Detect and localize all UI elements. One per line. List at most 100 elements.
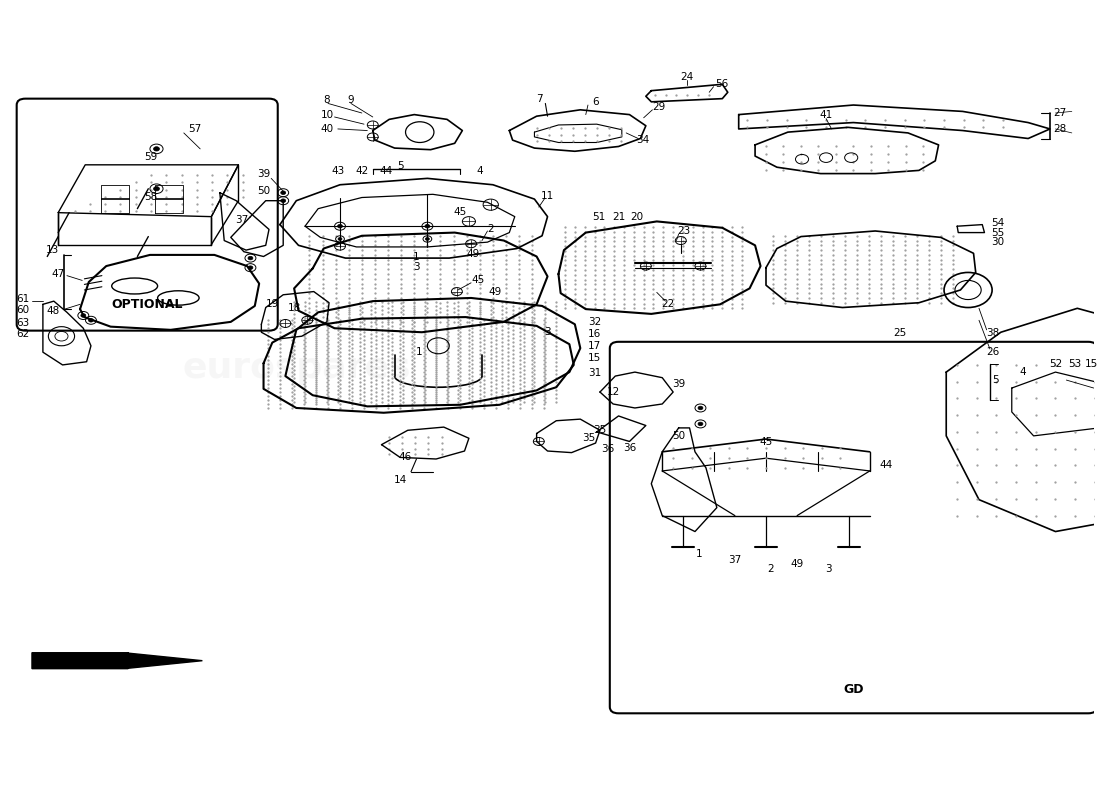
Text: 39: 39: [672, 379, 685, 389]
Text: 49: 49: [791, 559, 804, 569]
Text: 3: 3: [414, 262, 420, 272]
Text: 32: 32: [587, 317, 601, 327]
Circle shape: [81, 314, 86, 318]
FancyBboxPatch shape: [609, 342, 1097, 714]
Text: 23: 23: [678, 226, 691, 236]
Text: 45: 45: [453, 207, 466, 217]
Text: 56: 56: [716, 79, 729, 90]
Text: 30: 30: [991, 237, 1004, 247]
Polygon shape: [32, 653, 202, 669]
Text: 28: 28: [1053, 124, 1067, 134]
Text: 16: 16: [587, 329, 601, 339]
Text: 1: 1: [696, 549, 703, 559]
Text: 36: 36: [601, 445, 614, 454]
Text: 1: 1: [414, 251, 420, 262]
Text: 25: 25: [893, 328, 907, 338]
Text: eurospares: eurospares: [708, 547, 867, 571]
Text: 48: 48: [46, 306, 59, 316]
Text: eurospares: eurospares: [183, 351, 410, 385]
Text: autoparts: autoparts: [759, 418, 926, 446]
Text: 5: 5: [992, 375, 999, 385]
Text: 21: 21: [612, 212, 625, 222]
Text: 53: 53: [1068, 359, 1081, 369]
Circle shape: [280, 191, 286, 194]
Text: 44: 44: [880, 459, 893, 470]
Text: 41: 41: [820, 110, 833, 119]
Text: 50: 50: [257, 186, 271, 196]
Text: autoparts: autoparts: [718, 559, 857, 583]
Circle shape: [154, 146, 160, 151]
Text: 5: 5: [397, 162, 404, 171]
Text: 8: 8: [323, 95, 330, 106]
Text: 31: 31: [587, 368, 601, 378]
Text: 18: 18: [287, 303, 300, 314]
Text: 47: 47: [52, 269, 65, 279]
FancyBboxPatch shape: [16, 98, 277, 330]
Text: 45: 45: [471, 275, 484, 286]
Text: 43: 43: [331, 166, 344, 176]
Text: 40: 40: [320, 124, 333, 134]
Text: 37: 37: [728, 555, 741, 566]
Text: 61: 61: [16, 294, 30, 304]
Text: 35: 35: [593, 426, 606, 435]
Text: 35: 35: [582, 434, 596, 443]
Text: 20: 20: [630, 212, 644, 222]
Circle shape: [88, 318, 94, 322]
Text: 42: 42: [355, 166, 368, 176]
Circle shape: [280, 199, 286, 202]
Text: 37: 37: [235, 215, 249, 225]
Text: 17: 17: [587, 341, 601, 350]
Text: 19: 19: [266, 299, 279, 310]
Text: 4: 4: [476, 166, 483, 176]
Text: 14: 14: [394, 474, 407, 485]
Text: 36: 36: [623, 443, 636, 453]
Text: 24: 24: [681, 72, 694, 82]
Text: 49: 49: [488, 286, 502, 297]
Text: 52: 52: [1048, 359, 1063, 369]
Text: 9: 9: [348, 95, 354, 106]
Text: 34: 34: [636, 135, 649, 145]
Text: 63: 63: [16, 318, 30, 328]
Circle shape: [425, 225, 430, 228]
Circle shape: [338, 225, 342, 228]
Text: 10: 10: [320, 110, 333, 119]
Text: 50: 50: [672, 431, 685, 441]
Circle shape: [698, 406, 703, 410]
Text: 6: 6: [592, 97, 598, 107]
Text: 58: 58: [144, 192, 157, 202]
Text: 3: 3: [544, 327, 551, 338]
Circle shape: [248, 266, 253, 270]
Circle shape: [698, 422, 703, 426]
Text: 12: 12: [606, 387, 619, 397]
Text: 11: 11: [541, 191, 554, 201]
Text: 15: 15: [587, 353, 601, 362]
Text: 29: 29: [652, 102, 666, 113]
Text: 45: 45: [759, 437, 772, 446]
Text: 2: 2: [487, 223, 494, 234]
Text: 59: 59: [144, 152, 157, 162]
Circle shape: [338, 238, 342, 240]
Text: 2: 2: [767, 564, 773, 574]
Text: 13: 13: [46, 245, 59, 255]
Text: 27: 27: [1053, 108, 1067, 118]
Text: 38: 38: [987, 328, 1000, 338]
Circle shape: [248, 256, 253, 260]
Text: 4: 4: [1020, 367, 1026, 377]
Text: 15: 15: [1085, 359, 1098, 369]
Text: 54: 54: [991, 218, 1004, 228]
Text: 26: 26: [987, 347, 1000, 357]
Text: GD: GD: [843, 683, 864, 696]
Text: 22: 22: [661, 299, 674, 310]
Text: 7: 7: [537, 94, 543, 104]
Circle shape: [154, 186, 160, 191]
Text: 44: 44: [379, 166, 393, 176]
Text: 62: 62: [16, 329, 30, 339]
Text: 49: 49: [466, 249, 480, 259]
Circle shape: [426, 238, 429, 240]
Text: 39: 39: [257, 170, 271, 179]
Text: 60: 60: [16, 305, 30, 315]
Text: 55: 55: [991, 227, 1004, 238]
Text: OPTIONAL: OPTIONAL: [111, 298, 183, 311]
Text: 46: 46: [399, 452, 412, 462]
Text: 51: 51: [592, 212, 605, 222]
